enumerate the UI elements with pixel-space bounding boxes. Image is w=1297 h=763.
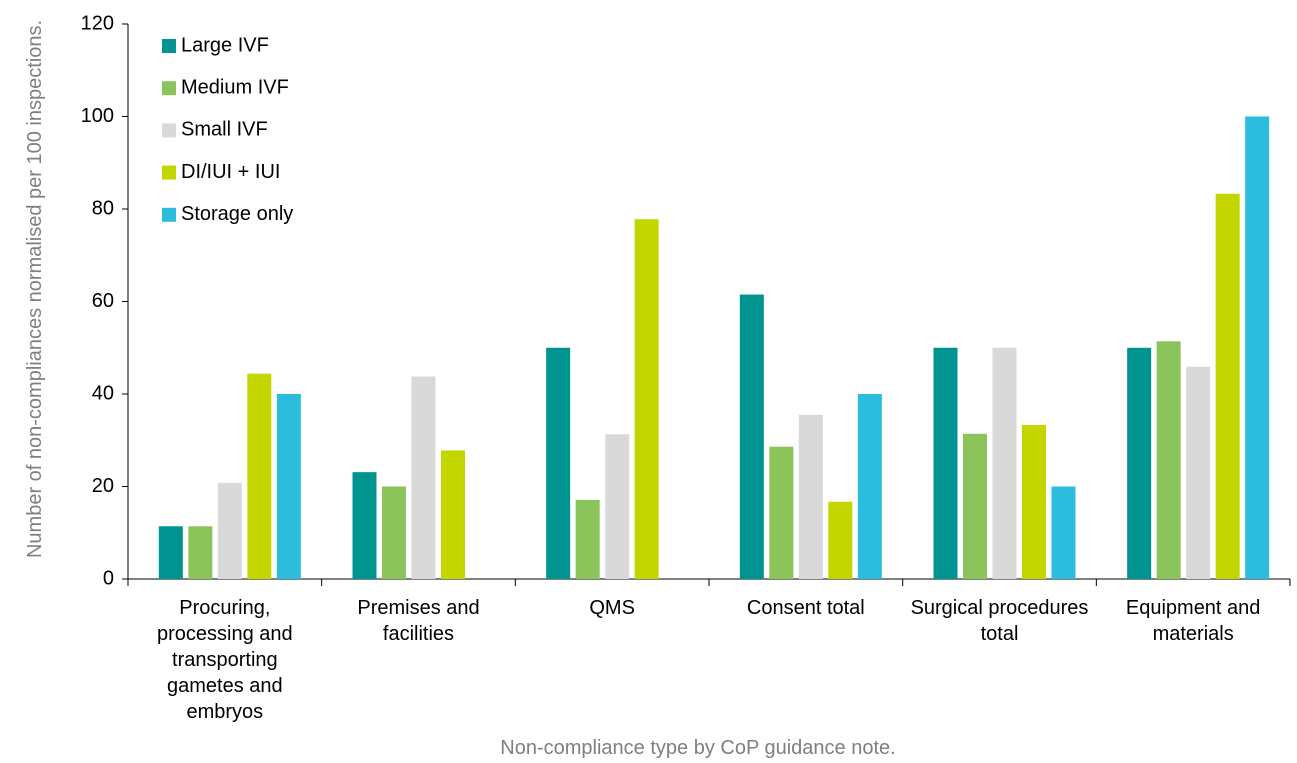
bar [441,450,465,579]
x-tick-label: Consent total [746,597,865,619]
legend-swatch [162,123,176,138]
bar [1022,424,1046,579]
bar [933,347,958,579]
bar [1215,193,1240,580]
y-tick-label: 100 [81,105,114,127]
bar [411,376,436,579]
bar [1127,347,1152,579]
bar [188,526,213,579]
legend-swatch [162,165,176,180]
bar [963,433,987,579]
x-tick-label: Premises and facilities [357,597,480,645]
y-axis-title: Number of non-compliances normalised per… [24,19,46,559]
y-tick-label: 0 [103,567,114,589]
bar [1186,366,1211,579]
x-axis-title: Non-compliance type by CoP guidance note… [500,737,896,759]
y-tick-label: 20 [92,475,114,497]
bar [247,373,272,579]
bar [605,434,630,579]
legend-label: Large IVF [181,34,269,56]
legend-label: Small IVF [181,119,268,141]
y-tick-label: 80 [92,197,114,219]
bar [1245,116,1270,579]
legend-label: DI/IUI + IUI [181,161,280,183]
bar [546,347,571,579]
legend-swatch [162,81,176,96]
bar [857,394,882,579]
bar [575,499,600,579]
bar [1156,341,1181,579]
bar [992,347,1017,579]
legend-swatch [162,207,176,222]
bar [828,501,853,579]
bar [158,526,183,579]
bar [217,482,242,579]
bar [798,414,823,579]
legend-label: Storage only [181,203,293,225]
bar [352,472,377,579]
y-tick-label: 120 [81,12,114,34]
x-tick-label: Procuring, processing and transporting g… [157,597,293,723]
bar [1051,486,1076,579]
bar [739,294,764,579]
bar [769,446,794,579]
x-tick-label: Surgical procedures total [910,597,1089,645]
y-tick-label: 60 [92,290,114,312]
legend-swatch [162,39,176,53]
x-tick-label: Equipment and materials [1125,597,1261,645]
bar [276,394,301,579]
bar [382,486,406,579]
legend-label: Medium IVF [181,76,289,98]
y-tick-label: 40 [92,382,114,404]
bar [634,219,659,580]
x-tick-label: QMS [589,597,635,619]
